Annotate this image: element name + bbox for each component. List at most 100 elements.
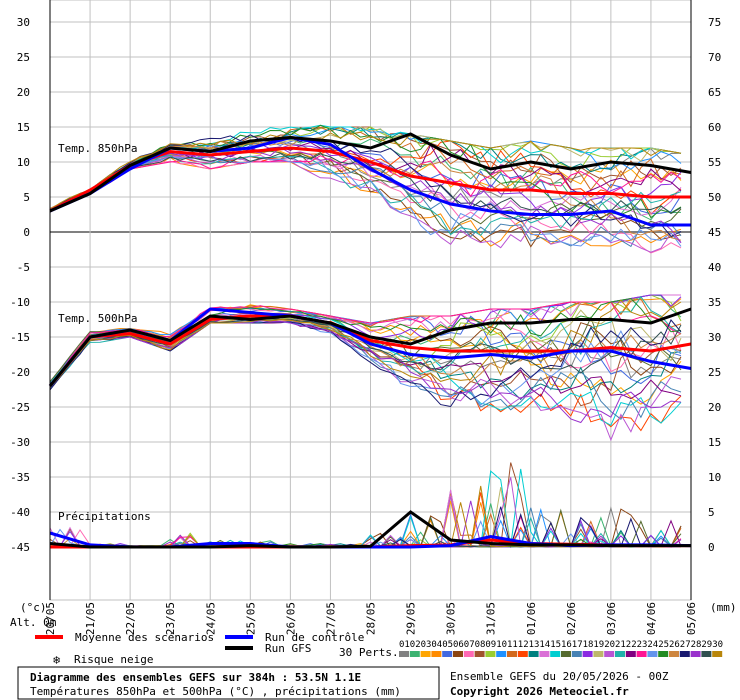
left-tick-label: -10 — [10, 296, 30, 309]
main-series-lines — [48, 132, 692, 549]
pert-number: 14 — [539, 640, 550, 650]
right-tick-label: 5 — [708, 506, 715, 519]
date-tick-label: 31/05 — [485, 602, 498, 635]
date-tick-label: 05/06 — [685, 602, 698, 635]
left-tick-label: -45 — [10, 541, 30, 554]
footer-title: Diagramme des ensembles GEFS sur 384h : … — [30, 671, 361, 684]
pert-swatch — [690, 651, 701, 657]
pert-number: 03 — [421, 640, 432, 650]
pert-swatch — [399, 651, 409, 657]
date-tick-label: 27/05 — [324, 602, 337, 635]
left-tick-label: -40 — [10, 506, 30, 519]
pert-number: 27 — [680, 640, 691, 650]
legend-snow-label: Risque neige — [74, 653, 153, 666]
pert-number: 21 — [615, 640, 626, 650]
pert-number: 04 — [431, 640, 442, 650]
date-tick-label: 22/05 — [124, 602, 137, 635]
right-tick-label: 25 — [708, 366, 721, 379]
pert-number: 02 — [410, 640, 421, 650]
left-tick-label: 0 — [23, 226, 30, 239]
footer-box — [17, 666, 440, 700]
left-unit: (°c) — [20, 601, 47, 614]
left-tick-label: 30 — [17, 16, 30, 29]
pert-number: 28 — [691, 640, 702, 650]
pert-swatch — [409, 651, 420, 657]
pert-number: 15 — [550, 640, 561, 650]
date-tick-label: 04/06 — [645, 602, 658, 635]
pert-swatch — [561, 651, 571, 657]
t500-member-30 — [49, 299, 682, 388]
pert-swatch — [474, 651, 485, 657]
left-tick-label: -15 — [10, 331, 30, 344]
t500-label: Temp. 500hPa — [58, 312, 138, 325]
t500-member-29 — [49, 318, 682, 389]
pert-number: 25 — [658, 640, 669, 650]
copyright: Copyright 2026 Meteociel.fr — [450, 685, 629, 698]
date-tick-label: 30/05 — [445, 602, 458, 635]
t500-series-3 — [48, 307, 692, 387]
pert-swatch — [658, 651, 669, 657]
left-tick-label: -30 — [10, 436, 30, 449]
footer-subtitle: Températures 850hPa et 500hPa (°C) , pré… — [30, 685, 401, 698]
left-tick-label: 25 — [17, 51, 30, 64]
right-tick-label: 45 — [708, 226, 721, 239]
altitude-label: Alt. 0m — [10, 616, 57, 629]
legend-gfs-label: Run GFS — [265, 642, 311, 655]
date-tick-label: 28/05 — [365, 602, 378, 635]
pert-swatch — [442, 651, 453, 657]
pert-number: 19 — [593, 640, 604, 650]
right-tick-label: 40 — [708, 261, 721, 274]
right-tick-label: 10 — [708, 471, 721, 484]
t850-series-3 — [49, 132, 692, 213]
pert-swatch — [636, 651, 647, 657]
t500-member-11 — [49, 298, 682, 384]
right-tick-label: 0 — [708, 541, 715, 554]
date-tick-label: 03/06 — [605, 602, 618, 635]
left-tick-label: 20 — [17, 86, 30, 99]
t850-member-29 — [49, 152, 682, 216]
pert-swatch — [669, 651, 679, 657]
right-tick-label: 60 — [708, 121, 721, 134]
pert-number: 09 — [485, 640, 496, 650]
pert-swatch — [507, 651, 517, 657]
t850-label: Temp. 850hPa — [58, 142, 138, 155]
date-tick-label: 20/05 — [44, 602, 57, 635]
pert-swatch — [485, 651, 496, 657]
pert-number: 01 — [399, 640, 410, 650]
date-tick-label: 26/05 — [284, 602, 297, 635]
right-unit: (mm) — [710, 601, 737, 614]
right-tick-label: 35 — [708, 296, 721, 309]
date-tick-label: 25/05 — [244, 602, 257, 635]
left-tick-label: 5 — [23, 191, 30, 204]
pert-swatch — [701, 651, 712, 657]
pert-swatch — [625, 651, 636, 657]
pert-number: 20 — [604, 640, 615, 650]
date-tick-label: 21/05 — [84, 602, 97, 635]
pert-number: 05 — [442, 640, 453, 650]
pert-number: 06 — [453, 640, 464, 650]
pert-number: 26 — [669, 640, 680, 650]
t850-member-13 — [49, 127, 682, 211]
date-tick-label: 24/05 — [204, 602, 217, 635]
pert-number: 30 — [712, 640, 723, 650]
t850-member-20 — [49, 154, 682, 253]
pert-swatch — [517, 651, 528, 657]
pert-swatch — [647, 651, 658, 657]
pert-swatch — [420, 651, 431, 657]
snowflake-icon: ❄ — [53, 653, 60, 667]
date-tick-label: 29/05 — [405, 602, 418, 635]
t850-member-25 — [49, 124, 682, 219]
pert-number: 13 — [529, 640, 540, 650]
precip-label: Précipitations — [58, 510, 151, 523]
pert-swatch — [593, 651, 604, 657]
right-tick-label: 15 — [708, 436, 721, 449]
pert-swatch — [604, 651, 615, 657]
pert-swatch — [679, 651, 690, 657]
right-tick-label: 75 — [708, 16, 721, 29]
run-info: Ensemble GEFS du 20/05/2026 - 00Z — [450, 670, 669, 683]
pert-swatch — [431, 651, 442, 657]
pert-number: 22 — [626, 640, 637, 650]
t500-member-4 — [49, 297, 682, 383]
